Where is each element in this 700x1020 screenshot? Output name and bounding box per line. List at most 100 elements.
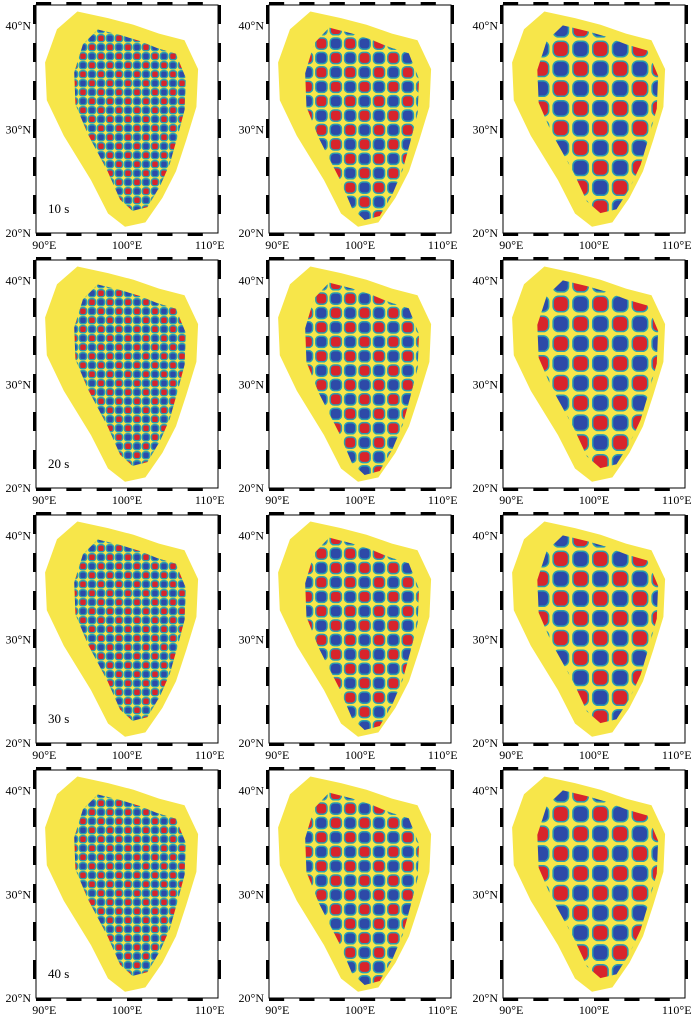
negative-anomaly-cell bbox=[591, 60, 609, 78]
negative-anomaly-cell bbox=[141, 705, 151, 715]
negative-anomaly-cell bbox=[150, 423, 160, 433]
negative-anomaly-cell bbox=[132, 696, 142, 706]
negative-anomaly-cell bbox=[168, 897, 178, 907]
negative-anomaly-cell bbox=[387, 66, 400, 79]
positive-anomaly-cell bbox=[159, 861, 169, 871]
frame-tick-top bbox=[420, 512, 436, 515]
negative-anomaly-cell bbox=[150, 114, 160, 124]
negative-anomaly-cell bbox=[372, 51, 386, 65]
negative-anomaly-cell bbox=[114, 552, 124, 562]
negative-anomaly-cell bbox=[96, 132, 106, 142]
positive-anomaly-cell bbox=[114, 924, 124, 934]
positive-anomaly-cell bbox=[358, 874, 371, 887]
positive-anomaly-cell bbox=[591, 629, 609, 647]
positive-anomaly-cell bbox=[401, 66, 415, 79]
positive-anomaly-cell bbox=[401, 94, 415, 108]
frame-tick-bottom bbox=[420, 233, 436, 236]
negative-anomaly-cell bbox=[611, 845, 629, 863]
positive-anomaly-cell bbox=[123, 78, 133, 88]
negative-anomaly-cell bbox=[132, 369, 142, 379]
positive-anomaly-cell bbox=[159, 114, 169, 124]
positive-anomaly-cell bbox=[358, 903, 371, 916]
positive-anomaly-cell bbox=[96, 615, 106, 625]
negative-anomaly-cell bbox=[611, 924, 629, 942]
frame-tick-right bbox=[218, 195, 221, 214]
lat-tick-label: 40°N bbox=[239, 529, 265, 543]
frame-tick-right bbox=[451, 336, 454, 355]
negative-anomaly-cell bbox=[168, 570, 178, 580]
positive-anomaly-cell bbox=[591, 414, 609, 432]
frame-tick-top bbox=[299, 512, 315, 515]
negative-anomaly-cell bbox=[343, 166, 357, 180]
frame-tick-right bbox=[451, 922, 454, 941]
positive-anomaly-cell bbox=[141, 60, 151, 70]
negative-anomaly-cell bbox=[150, 315, 160, 325]
negative-anomaly-cell bbox=[401, 335, 415, 349]
negative-anomaly-cell bbox=[631, 864, 649, 882]
positive-anomaly-cell bbox=[329, 816, 343, 830]
positive-anomaly-cell bbox=[372, 662, 386, 676]
lon-tick-label: 90°E bbox=[499, 748, 523, 762]
frame-tick-right bbox=[451, 553, 454, 572]
positive-anomaly-cell bbox=[96, 906, 106, 916]
positive-anomaly-cell bbox=[159, 570, 169, 580]
frame-tick-left bbox=[33, 260, 36, 279]
positive-anomaly-cell bbox=[329, 364, 343, 377]
negative-anomaly-cell bbox=[415, 859, 419, 873]
positive-anomaly-cell bbox=[343, 691, 357, 704]
negative-anomaly-cell bbox=[114, 624, 124, 634]
frame-tick-right bbox=[685, 705, 688, 724]
negative-anomaly-cell bbox=[387, 349, 400, 363]
negative-anomaly-cell bbox=[96, 807, 106, 817]
positive-anomaly-cell bbox=[114, 798, 124, 808]
positive-anomaly-cell bbox=[123, 660, 133, 670]
negative-anomaly-cell bbox=[132, 606, 142, 616]
negative-anomaly-cell bbox=[591, 315, 609, 333]
negative-anomaly-cell bbox=[631, 825, 649, 843]
negative-anomaly-cell bbox=[168, 96, 178, 106]
positive-anomaly-cell bbox=[150, 159, 160, 169]
frame-tick-right bbox=[451, 157, 454, 176]
map-panel: 40°N 30°N 20°N90°E 100°E 110°E bbox=[473, 257, 692, 507]
negative-anomaly-cell bbox=[358, 378, 371, 392]
positive-anomaly-cell bbox=[611, 649, 629, 667]
negative-anomaly-cell bbox=[87, 51, 97, 61]
positive-anomaly-cell bbox=[537, 570, 550, 588]
negative-anomaly-cell bbox=[329, 321, 343, 334]
positive-anomaly-cell bbox=[159, 60, 169, 70]
frame-tick-bottom bbox=[654, 998, 670, 1001]
positive-anomaly-cell bbox=[387, 364, 400, 377]
positive-anomaly-cell bbox=[141, 333, 151, 343]
frame-tick-bottom bbox=[299, 998, 315, 1001]
frame-tick-top bbox=[654, 257, 670, 260]
positive-anomaly-cell bbox=[343, 321, 357, 334]
positive-anomaly-cell bbox=[105, 843, 115, 853]
negative-anomaly-cell bbox=[123, 324, 133, 334]
positive-anomaly-cell bbox=[572, 60, 590, 78]
positive-anomaly-cell bbox=[105, 351, 115, 361]
frame-tick-left bbox=[500, 5, 503, 24]
lon-tick-label: 100°E bbox=[112, 1003, 142, 1017]
positive-anomaly-cell bbox=[105, 60, 115, 70]
positive-anomaly-cell bbox=[401, 576, 415, 589]
negative-anomaly-cell bbox=[315, 590, 328, 604]
positive-anomaly-cell bbox=[78, 360, 88, 370]
positive-anomaly-cell bbox=[150, 342, 160, 352]
lat-tick-label: 40°N bbox=[239, 784, 265, 798]
positive-anomaly-cell bbox=[141, 552, 151, 562]
frame-tick-bottom bbox=[329, 488, 345, 491]
frame-tick-bottom bbox=[624, 488, 640, 491]
negative-anomaly-cell bbox=[177, 597, 186, 607]
positive-anomaly-cell bbox=[114, 651, 124, 661]
negative-anomaly-cell bbox=[159, 888, 169, 898]
negative-anomaly-cell bbox=[343, 393, 357, 406]
positive-anomaly-cell bbox=[141, 42, 151, 52]
negative-anomaly-cell bbox=[177, 852, 186, 862]
positive-anomaly-cell bbox=[105, 897, 115, 907]
negative-anomaly-cell bbox=[114, 78, 124, 88]
positive-anomaly-cell bbox=[114, 123, 124, 133]
positive-anomaly-cell bbox=[150, 306, 160, 316]
positive-anomaly-cell bbox=[611, 944, 629, 962]
negative-anomaly-cell bbox=[168, 369, 178, 379]
negative-anomaly-cell bbox=[159, 306, 169, 316]
